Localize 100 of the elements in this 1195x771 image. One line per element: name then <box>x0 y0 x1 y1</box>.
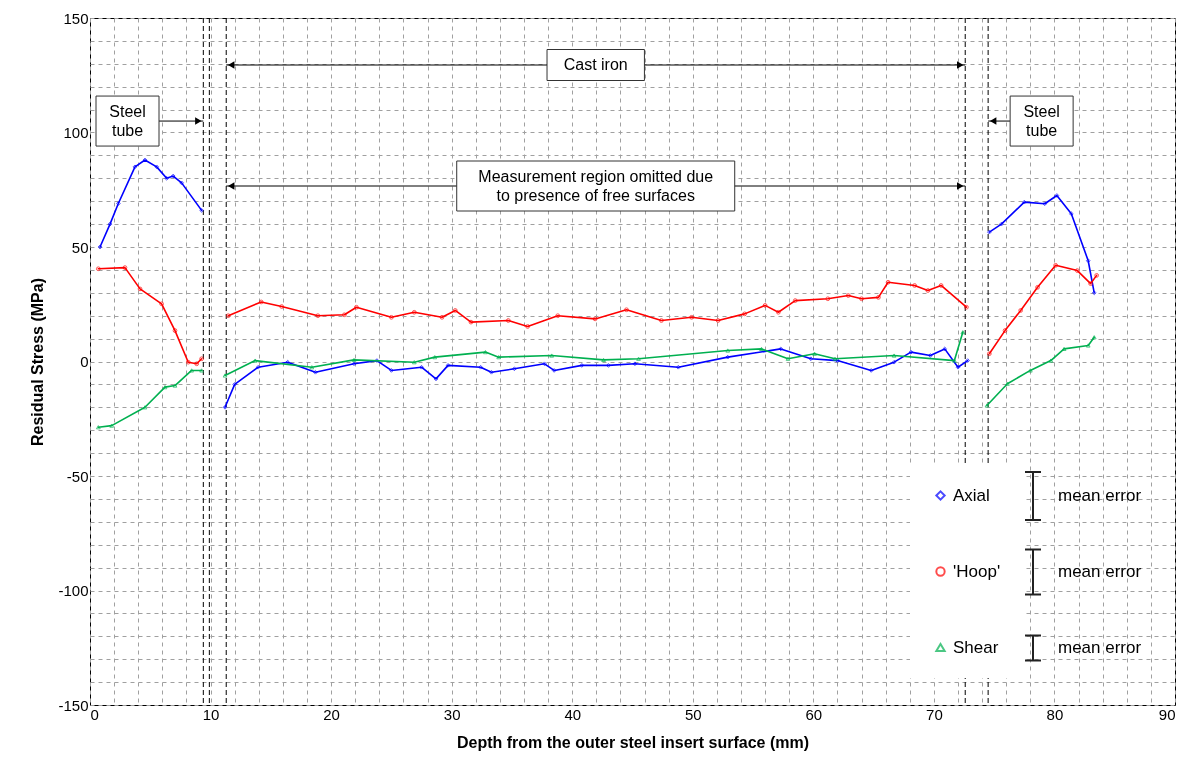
point <box>984 403 990 408</box>
point <box>785 356 791 361</box>
point <box>876 295 881 300</box>
point <box>199 356 205 362</box>
x-tick-label: 60 <box>805 705 823 723</box>
x-tick-label: 50 <box>684 705 702 723</box>
point <box>938 283 944 288</box>
point <box>170 173 176 179</box>
annotation: Cast iron <box>563 56 628 73</box>
point <box>762 303 768 308</box>
point <box>122 265 128 270</box>
point <box>986 351 992 357</box>
point <box>1074 268 1080 273</box>
point <box>285 359 291 365</box>
point <box>199 207 205 213</box>
point <box>1021 199 1027 205</box>
point <box>675 364 681 370</box>
point <box>955 364 961 370</box>
point <box>1053 262 1059 268</box>
point <box>1088 281 1093 287</box>
point <box>199 368 205 373</box>
point <box>172 383 178 388</box>
point <box>689 314 694 320</box>
point <box>389 368 394 373</box>
point <box>885 279 891 285</box>
point <box>942 346 948 352</box>
point <box>315 313 321 319</box>
point <box>109 423 115 428</box>
point <box>309 365 315 370</box>
point <box>964 304 969 310</box>
annotation: mean error <box>1058 486 1142 505</box>
point <box>255 364 261 370</box>
point <box>1085 343 1091 348</box>
annotation: mean error <box>1058 562 1142 581</box>
point <box>659 318 664 323</box>
point <box>225 313 231 319</box>
point <box>313 369 318 375</box>
point <box>1042 201 1048 207</box>
point <box>960 330 966 335</box>
point <box>1091 335 1097 340</box>
point <box>389 314 394 320</box>
point <box>808 356 814 362</box>
y-tick-label: 150 <box>63 9 89 27</box>
point <box>222 404 228 410</box>
point <box>1035 284 1040 290</box>
point <box>468 319 474 325</box>
point <box>172 328 178 333</box>
point <box>891 359 897 365</box>
point <box>908 349 914 355</box>
point <box>483 349 488 355</box>
point <box>825 296 831 302</box>
point <box>351 357 357 363</box>
point <box>555 313 561 319</box>
point <box>232 382 238 387</box>
point <box>452 308 458 313</box>
legend-label: 'Hoop' <box>953 561 1001 581</box>
y-tick-label: -50 <box>66 467 89 485</box>
point <box>411 309 417 315</box>
point <box>579 363 585 368</box>
point <box>986 229 992 235</box>
point <box>1002 328 1008 333</box>
legend-label: Shear <box>953 637 999 657</box>
point <box>432 355 438 360</box>
point <box>632 361 638 367</box>
legend-label: Axial <box>953 485 990 505</box>
x-tick-label: 40 <box>564 705 582 723</box>
point <box>1091 290 1097 296</box>
point <box>601 357 606 363</box>
point <box>252 358 258 363</box>
point <box>222 373 228 378</box>
point <box>189 368 194 373</box>
y-tick-label: 0 <box>80 353 89 370</box>
point <box>137 286 143 292</box>
x-axis-title: Depth from the outer steel insert surface (mm) <box>456 733 810 751</box>
point <box>511 366 517 372</box>
point <box>164 175 170 181</box>
point <box>478 364 483 370</box>
point <box>419 364 424 370</box>
point <box>868 368 874 373</box>
point <box>411 360 417 365</box>
point <box>496 355 502 360</box>
point <box>279 304 285 309</box>
point <box>912 283 917 288</box>
point <box>891 353 897 358</box>
point <box>778 346 784 352</box>
point <box>542 361 547 367</box>
point <box>845 293 851 298</box>
point <box>551 368 557 373</box>
y-tick-label: 100 <box>63 124 89 141</box>
point <box>258 299 264 305</box>
point <box>859 296 864 302</box>
point <box>812 351 817 356</box>
point <box>624 307 629 313</box>
point <box>1085 258 1091 264</box>
point <box>354 304 359 310</box>
y-axis-title: Residual Stress (MPa) <box>29 277 47 447</box>
point <box>179 180 184 186</box>
annotation: Steel tube <box>1023 102 1060 139</box>
point <box>97 244 103 250</box>
point <box>965 358 971 363</box>
